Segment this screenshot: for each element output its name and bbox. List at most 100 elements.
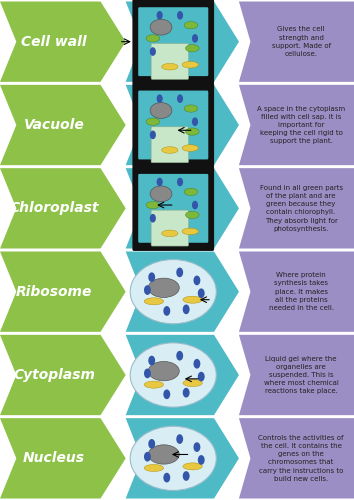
Text: Vacuole: Vacuole [24,118,84,132]
Circle shape [156,94,163,103]
Ellipse shape [146,118,160,126]
Text: Nucleus: Nucleus [23,452,85,466]
Circle shape [198,372,205,382]
Polygon shape [126,335,239,415]
Circle shape [176,434,183,444]
FancyBboxPatch shape [132,82,214,168]
Ellipse shape [144,381,164,388]
Circle shape [183,388,190,398]
Ellipse shape [150,20,172,35]
Polygon shape [0,252,126,332]
Ellipse shape [146,34,160,42]
Circle shape [150,214,156,222]
Text: A space in the cytoplasm
filled with cell sap. It is
important for
keeping the c: A space in the cytoplasm filled with cel… [257,106,345,144]
Circle shape [148,356,155,366]
Circle shape [177,94,183,103]
Ellipse shape [148,362,179,381]
Polygon shape [239,252,354,332]
Polygon shape [0,335,126,415]
Polygon shape [239,335,354,415]
Circle shape [163,390,170,399]
Polygon shape [126,252,239,332]
FancyBboxPatch shape [151,210,189,246]
Circle shape [144,368,151,378]
Polygon shape [0,2,126,82]
Ellipse shape [162,146,178,154]
Polygon shape [239,418,354,498]
Circle shape [176,268,183,278]
Ellipse shape [184,105,198,112]
Circle shape [163,306,170,316]
Polygon shape [126,418,239,498]
Text: Where protein
synthesis takes
place. It makes
all the proteins
needed in the cel: Where protein synthesis takes place. It … [269,272,333,311]
Circle shape [198,455,205,465]
Circle shape [183,471,190,481]
Ellipse shape [162,230,178,236]
Circle shape [192,34,198,42]
Ellipse shape [150,102,172,118]
FancyBboxPatch shape [138,90,208,160]
Circle shape [192,118,198,126]
Circle shape [194,442,200,452]
Text: Chloroplast: Chloroplast [9,202,99,215]
Circle shape [144,452,151,462]
Circle shape [163,472,170,482]
Ellipse shape [185,212,199,218]
Polygon shape [239,168,354,248]
Polygon shape [126,168,239,248]
Text: Cell wall: Cell wall [21,34,87,48]
Ellipse shape [185,128,199,135]
Text: Gives the cell
strength and
support. Made of
cellulose.: Gives the cell strength and support. Mad… [272,26,331,57]
Ellipse shape [183,380,202,386]
Ellipse shape [182,145,198,152]
FancyBboxPatch shape [138,174,208,243]
Circle shape [183,304,190,314]
Text: Controls the activities of
the cell. It contains the
genes on the
chromosomes th: Controls the activities of the cell. It … [258,434,344,482]
Polygon shape [0,168,126,248]
Circle shape [194,276,200,285]
Text: Found in all green parts
of the plant and are
green because they
contain chlorop: Found in all green parts of the plant an… [259,184,343,232]
Ellipse shape [182,228,198,234]
Ellipse shape [150,186,172,202]
Polygon shape [0,85,126,165]
Text: Ribosome: Ribosome [16,284,92,298]
Circle shape [144,285,151,295]
Ellipse shape [144,298,164,305]
Ellipse shape [130,343,216,407]
Polygon shape [0,418,126,498]
Circle shape [148,272,155,282]
Text: Cytoplasm: Cytoplasm [13,368,95,382]
Ellipse shape [184,22,198,29]
Ellipse shape [183,296,202,303]
Ellipse shape [184,188,198,196]
Ellipse shape [148,445,179,464]
Text: Liquid gel where the
organelles are
suspended. This is
where most chemical
react: Liquid gel where the organelles are susp… [264,356,338,395]
FancyBboxPatch shape [138,7,208,76]
Circle shape [194,359,200,368]
Ellipse shape [130,260,216,324]
Polygon shape [239,85,354,165]
Ellipse shape [148,278,179,297]
Ellipse shape [162,64,178,70]
Circle shape [176,351,183,360]
Ellipse shape [185,44,199,52]
FancyBboxPatch shape [132,166,214,251]
Ellipse shape [130,426,216,490]
Circle shape [156,11,163,20]
Circle shape [150,130,156,139]
Circle shape [198,288,205,298]
Ellipse shape [183,463,202,470]
FancyBboxPatch shape [151,44,189,80]
Circle shape [177,178,183,186]
Ellipse shape [182,62,198,68]
Circle shape [192,200,198,209]
Ellipse shape [146,202,160,208]
Polygon shape [126,85,239,165]
Circle shape [148,439,155,448]
FancyBboxPatch shape [151,127,189,162]
FancyBboxPatch shape [132,0,214,84]
Circle shape [177,11,183,20]
Ellipse shape [144,464,164,471]
Polygon shape [239,2,354,82]
Circle shape [150,47,156,56]
